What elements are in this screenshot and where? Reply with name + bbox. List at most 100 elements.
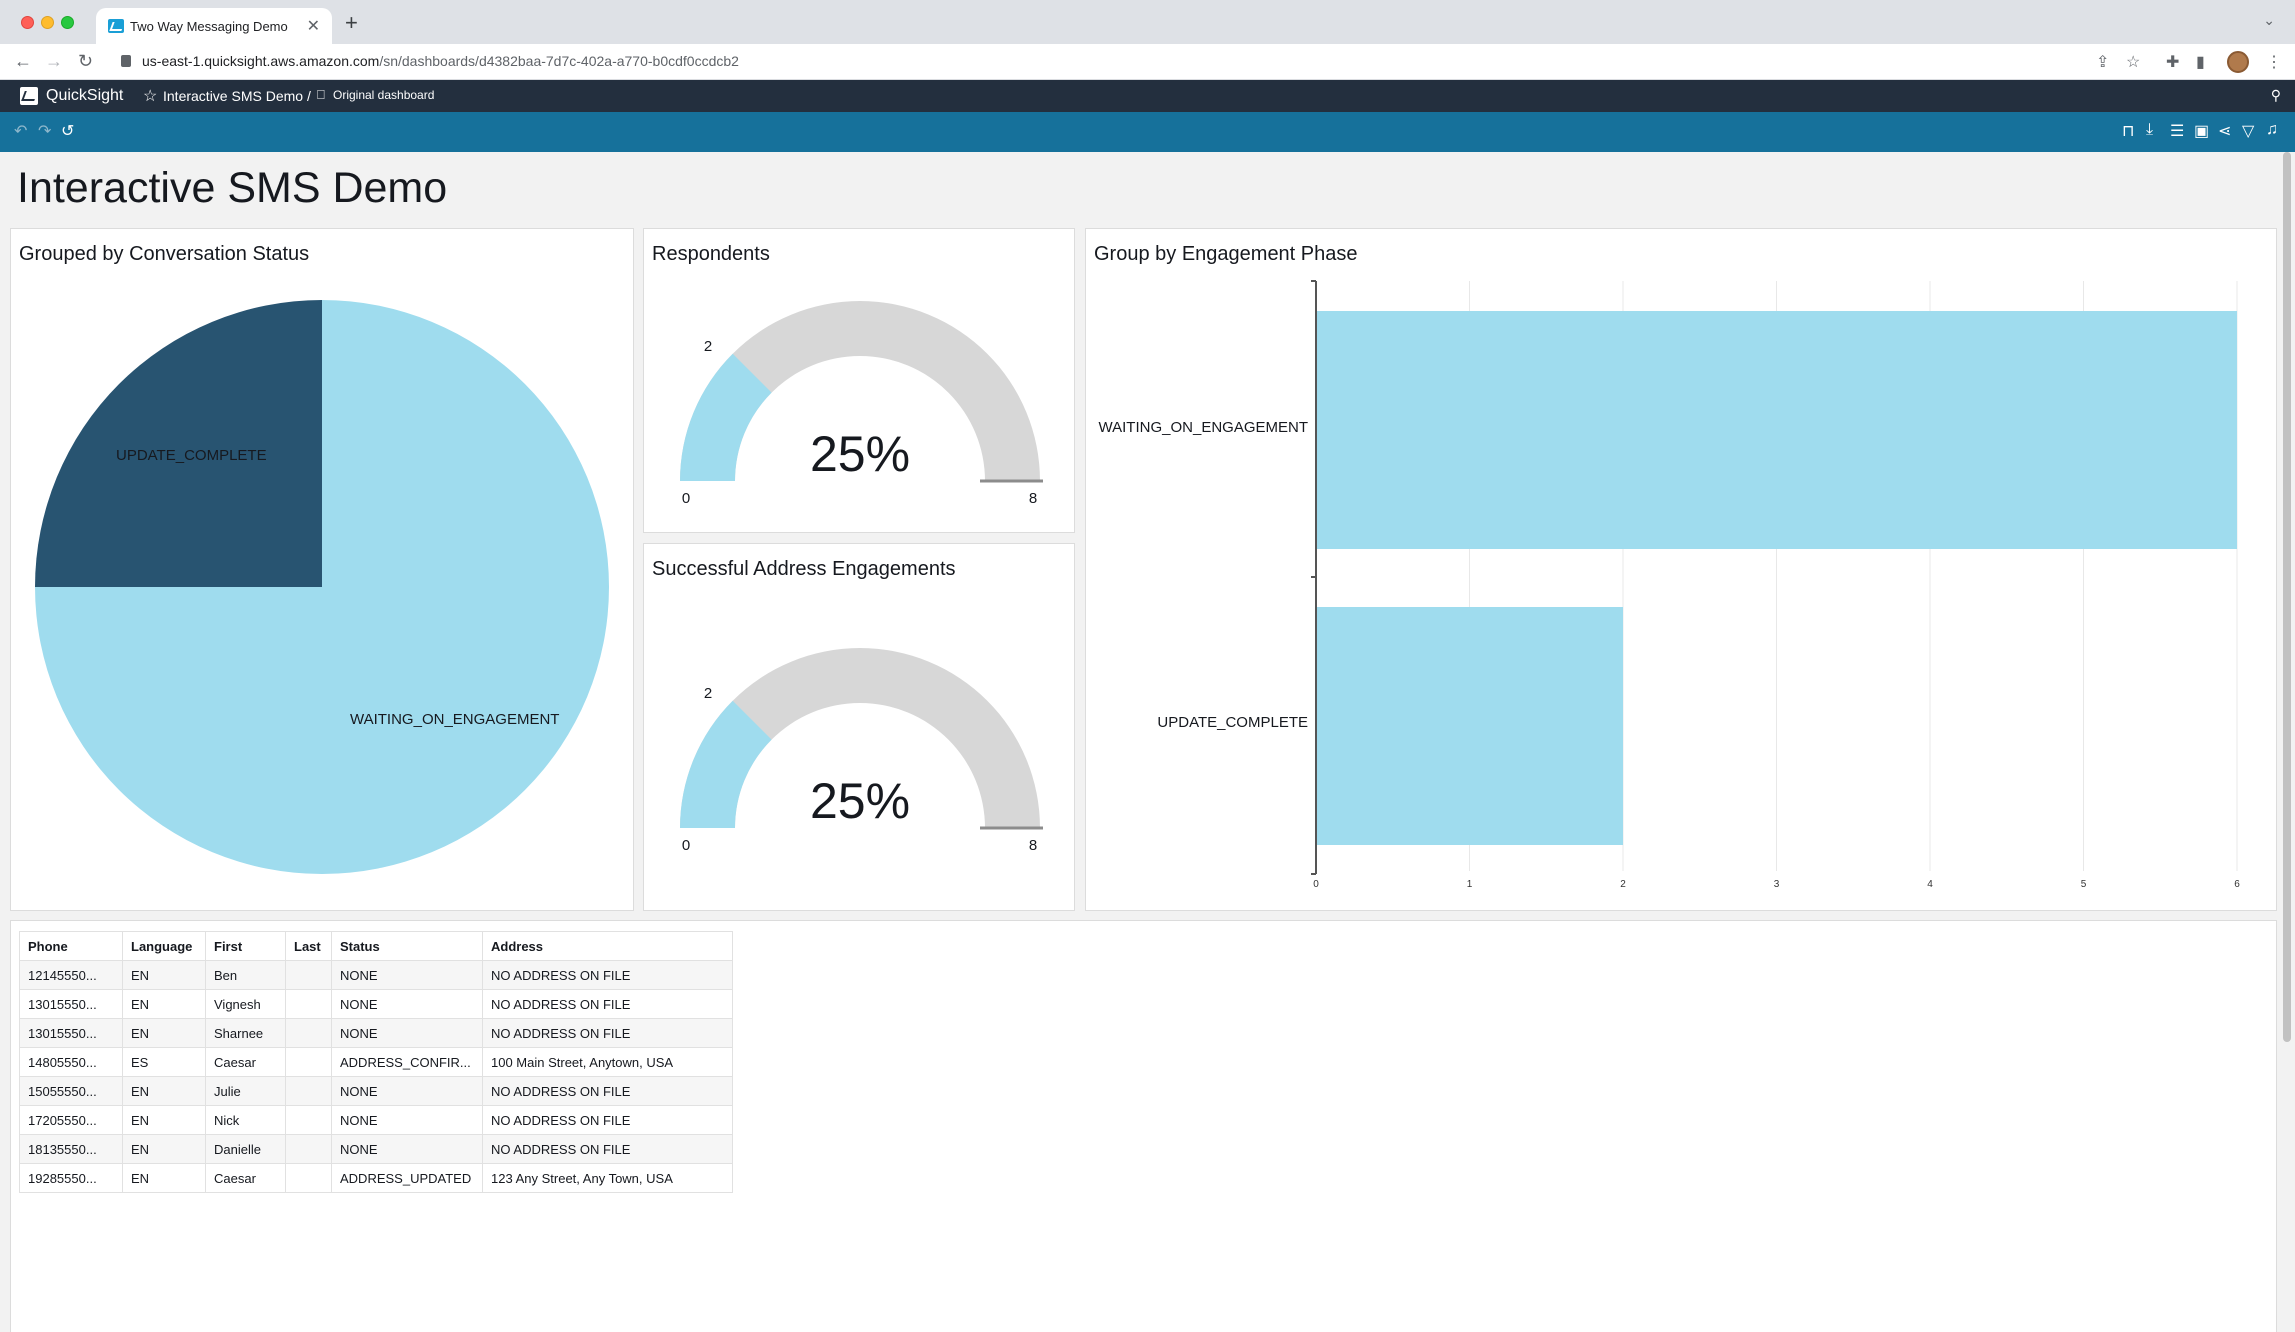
cell-phone: 13015550...	[19, 989, 123, 1019]
address-engagements-panel[interactable]: Successful Address Engagements 25% 2 0 8	[643, 543, 1075, 911]
tab-search-icon[interactable]: ⌄	[2263, 12, 2275, 28]
tab-title: Two Way Messaging Demo	[130, 19, 288, 34]
table-row[interactable]: 18135550... EN Danielle NONE NO ADDRESS …	[19, 1134, 733, 1164]
pie-slice-update-complete[interactable]	[35, 300, 322, 587]
quicksight-brand[interactable]: QuickSight	[46, 87, 124, 104]
cell-last	[285, 1047, 332, 1077]
table-row[interactable]: 17205550... EN Nick NONE NO ADDRESS ON F…	[19, 1105, 733, 1135]
download-icon[interactable]: ⤓	[2146, 121, 2154, 138]
cell-phone: 12145550...	[19, 960, 123, 990]
star-icon[interactable]: ☆	[2126, 54, 2141, 71]
new-tab-button[interactable]: +	[345, 10, 358, 35]
cell-address: NO ADDRESS ON FILE	[482, 1076, 733, 1106]
user-icon[interactable]: ⚲	[2270, 87, 2281, 103]
cell-status: NONE	[331, 1134, 483, 1164]
cell-address: NO ADDRESS ON FILE	[482, 1018, 733, 1048]
cell-last	[285, 1134, 332, 1164]
share-icon[interactable]: ⋖	[2218, 123, 2232, 140]
share-icon[interactable]: ⇪	[2096, 54, 2110, 71]
cell-status: NONE	[331, 960, 483, 990]
bar-x-tick-label: 0	[1313, 879, 1319, 890]
column-header-status[interactable]: Status	[331, 931, 483, 961]
page-scrollbar[interactable]	[2283, 152, 2291, 1042]
contacts-table: Phone Language First Last Status Address…	[19, 931, 733, 1193]
table-row[interactable]: 13015550... EN Vignesh NONE NO ADDRESS O…	[19, 989, 733, 1019]
browser-tab-bar: Two Way Messaging Demo ✕ + ⌄	[0, 0, 2295, 44]
bar-update-complete[interactable]	[1317, 607, 1623, 845]
column-header-address[interactable]: Address	[482, 931, 733, 961]
original-dashboard-link[interactable]: Original dashboard	[333, 88, 435, 102]
cell-status: NONE	[331, 1105, 483, 1135]
minimize-window-button[interactable]	[41, 16, 54, 29]
bookmark-icon[interactable]: ⊓	[2122, 123, 2135, 140]
cell-status: NONE	[331, 1076, 483, 1106]
pie-chart-title: Grouped by Conversation Status	[19, 243, 310, 265]
close-window-button[interactable]	[21, 16, 34, 29]
dashboard-toolbar: ↶ ↷ ↺ ⊓ ⤓ ☰ ▣ ⋖ ▽ ♫	[0, 112, 2295, 152]
lock-icon	[121, 55, 131, 67]
breadcrumb[interactable]: Interactive SMS Demo /	[163, 88, 311, 104]
address-gauge: 25% 2 0 8	[680, 648, 1043, 854]
quicksight-logo-icon[interactable]	[20, 87, 38, 105]
gauge-fill	[680, 700, 772, 828]
cell-first: Ben	[205, 960, 286, 990]
table-row[interactable]: 12145550... EN Ben NONE NO ADDRESS ON FI…	[19, 960, 733, 990]
back-button[interactable]: ←	[14, 51, 32, 71]
cell-phone: 19285550...	[19, 1163, 123, 1193]
bar-category-waiting: WAITING_ON_ENGAGEMENT	[1098, 419, 1308, 436]
alert-icon[interactable]: ♫	[2266, 121, 2278, 138]
filter-icon[interactable]: ▽	[2242, 123, 2255, 140]
bar-chart-title: Group by Engagement Phase	[1094, 243, 1358, 265]
cell-phone: 15055550...	[19, 1076, 123, 1106]
bar-waiting-on-engagement[interactable]	[1317, 311, 2237, 549]
table-row[interactable]: 14805550... ES Caesar ADDRESS_CONFIR... …	[19, 1047, 733, 1077]
table-row[interactable]: 15055550... EN Julie NONE NO ADDRESS ON …	[19, 1076, 733, 1106]
pie-label-update-complete: UPDATE_COMPLETE	[116, 447, 267, 464]
reset-icon[interactable]: ↺	[61, 123, 75, 140]
cell-last	[285, 1076, 332, 1106]
redo-icon[interactable]: ↷	[38, 123, 52, 140]
cell-last	[285, 989, 332, 1019]
url-field[interactable]: us-east-1.quicksight.aws.amazon.com/sn/d…	[142, 53, 739, 69]
pie-chart-panel[interactable]: Grouped by Conversation Status UPDATE_CO…	[10, 228, 634, 911]
cell-address: NO ADDRESS ON FILE	[482, 1134, 733, 1164]
respondents-panel[interactable]: Respondents 25% 2 0 8	[643, 228, 1075, 533]
table-row[interactable]: 13015550... EN Sharnee NONE NO ADDRESS O…	[19, 1018, 733, 1048]
cell-status: NONE	[331, 1018, 483, 1048]
respondents-max-label: 8	[1029, 490, 1037, 507]
save-icon[interactable]: ▣	[2194, 123, 2210, 140]
cell-status: NONE	[331, 989, 483, 1019]
column-header-first[interactable]: First	[205, 931, 286, 961]
profile-avatar[interactable]	[2227, 51, 2249, 73]
column-header-language[interactable]: Language	[122, 931, 206, 961]
database-icon[interactable]: ☰	[2170, 123, 2185, 140]
column-header-last[interactable]: Last	[285, 931, 332, 961]
close-tab-icon[interactable]: ✕	[306, 18, 320, 35]
respondents-gauge: 25% 2 0 8	[680, 301, 1043, 507]
cell-status: ADDRESS_UPDATED	[331, 1163, 483, 1193]
browser-tab[interactable]: Two Way Messaging Demo ✕	[96, 8, 332, 44]
reload-button[interactable]: ↻	[78, 51, 94, 71]
extensions-icon[interactable]: ✚	[2166, 54, 2180, 71]
cell-first: Nick	[205, 1105, 286, 1135]
cell-first: Caesar	[205, 1047, 286, 1077]
gauge-track	[680, 648, 1040, 828]
bar-chart-panel[interactable]: Group by Engagement Phase 0 1 2 3 4 5 6 WAITIN…	[1085, 228, 2277, 911]
address-engagements-title: Successful Address Engagements	[652, 558, 956, 580]
table-row[interactable]: 19285550... EN Caesar ADDRESS_UPDATED 12…	[19, 1163, 733, 1193]
maximize-window-button[interactable]	[61, 16, 74, 29]
respondents-percent: 25%	[810, 426, 910, 482]
bookmark-icon: ⎕	[317, 87, 325, 102]
cell-last	[285, 1018, 332, 1048]
bar-x-tick-label: 1	[1467, 879, 1473, 890]
undo-icon[interactable]: ↶	[14, 123, 28, 140]
gauge-fill	[680, 353, 772, 481]
column-header-phone[interactable]: Phone	[19, 931, 123, 961]
forward-button[interactable]: →	[45, 51, 63, 71]
bar-category-update-complete: UPDATE_COMPLETE	[1157, 714, 1308, 731]
menu-icon[interactable]: ⋮	[2266, 54, 2282, 71]
cell-first: Vignesh	[205, 989, 286, 1019]
favorite-star-icon[interactable]: ☆	[143, 88, 158, 105]
url-host: us-east-1.quicksight.aws.amazon.com	[142, 53, 380, 69]
sidebar-icon[interactable]: ▮	[2196, 54, 2205, 71]
